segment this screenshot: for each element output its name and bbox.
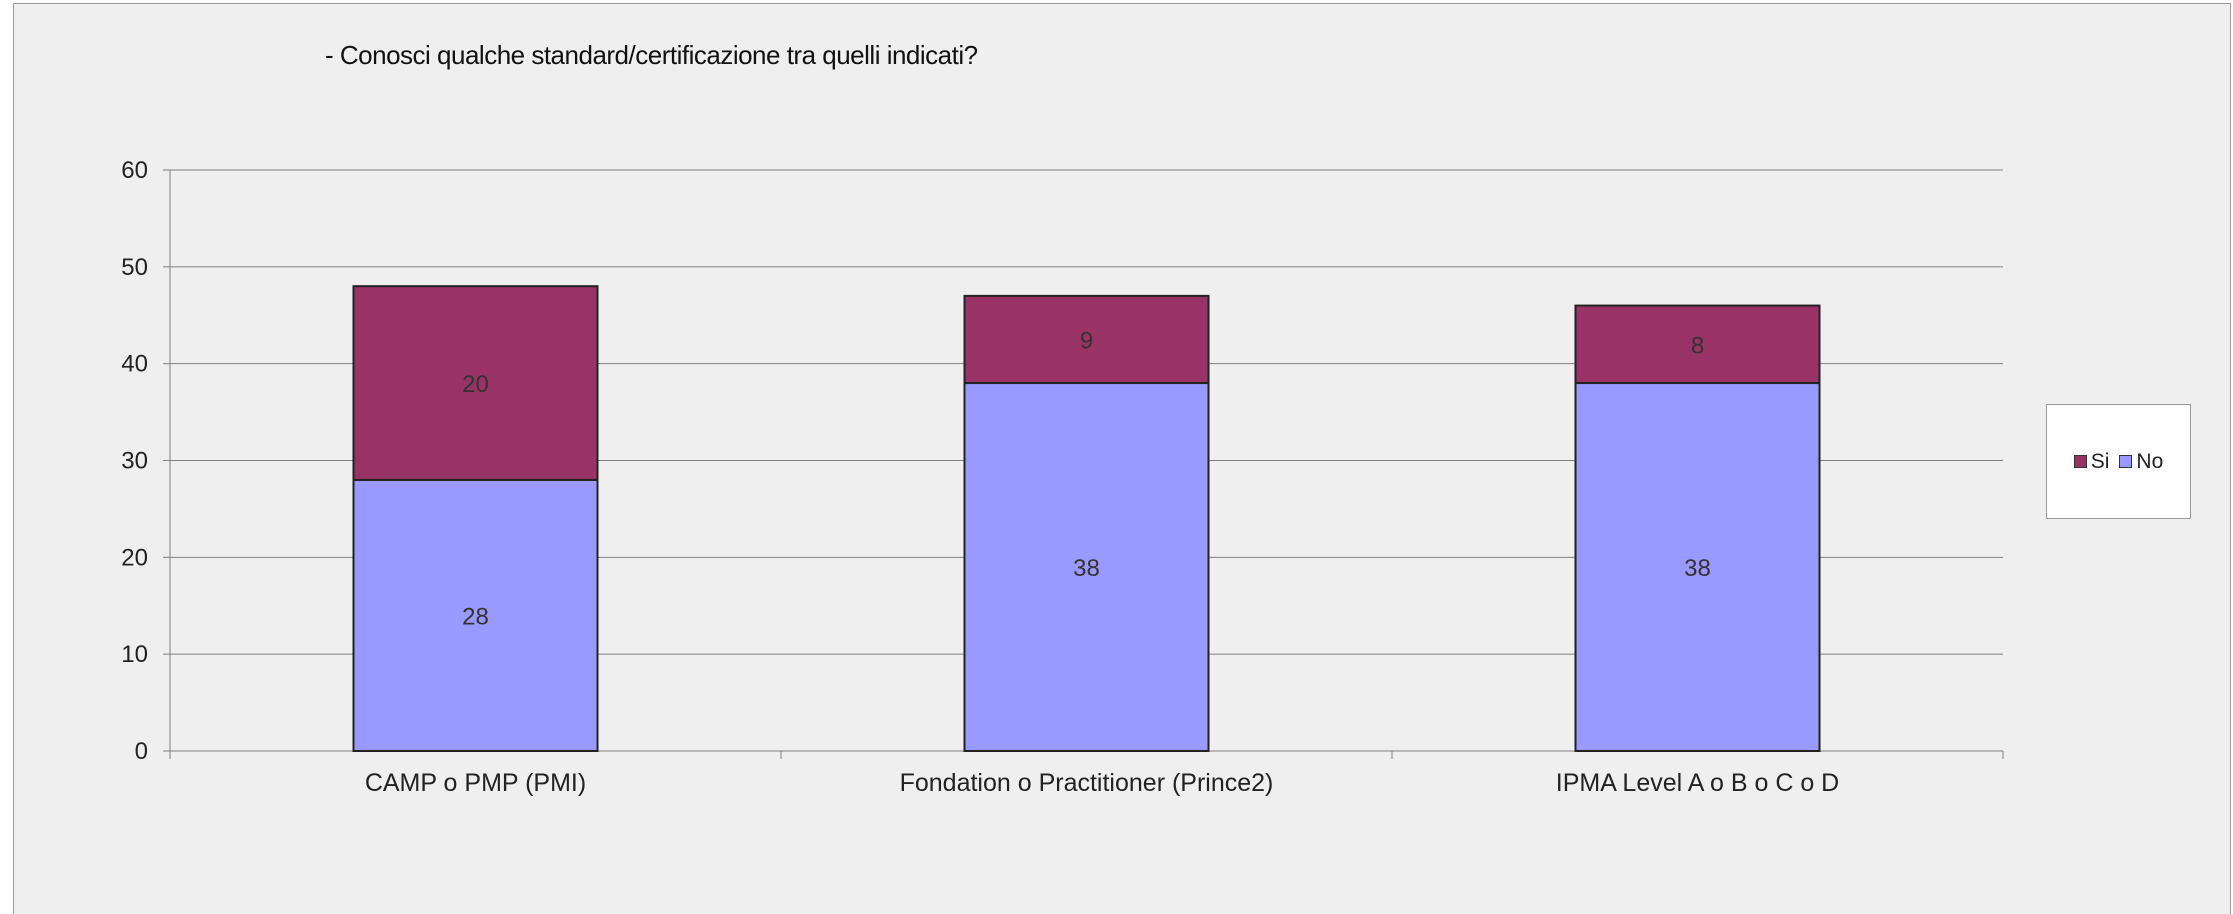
- x-tick-label: CAMP o PMP (PMI): [365, 769, 586, 797]
- data-label: 28: [462, 603, 489, 630]
- data-label: 8: [1691, 332, 1704, 359]
- y-tick-label: 0: [135, 738, 148, 765]
- legend: Si No: [2046, 404, 2191, 519]
- legend-item-no: No: [2119, 450, 2163, 474]
- y-tick-label: 20: [121, 544, 148, 571]
- data-label: 9: [1080, 327, 1093, 354]
- y-tick-label: 40: [121, 351, 148, 378]
- y-tick-label: 10: [121, 641, 148, 668]
- y-tick-label: 60: [121, 157, 148, 184]
- y-tick-label: 50: [121, 254, 148, 281]
- data-label: 20: [462, 371, 489, 398]
- x-tick-label: IPMA Level A o B o C o D: [1556, 769, 1839, 797]
- legend-label-no: No: [2136, 450, 2163, 474]
- legend-label-si: Si: [2091, 450, 2110, 474]
- y-tick-label: 30: [121, 448, 148, 475]
- x-tick-label: Fondation o Practitioner (Prince2): [900, 769, 1274, 797]
- legend-item-si: Si: [2074, 450, 2110, 474]
- data-label: 38: [1684, 555, 1711, 582]
- legend-swatch-no: [2119, 455, 2132, 468]
- data-label: 38: [1073, 555, 1100, 582]
- legend-swatch-si: [2074, 455, 2087, 468]
